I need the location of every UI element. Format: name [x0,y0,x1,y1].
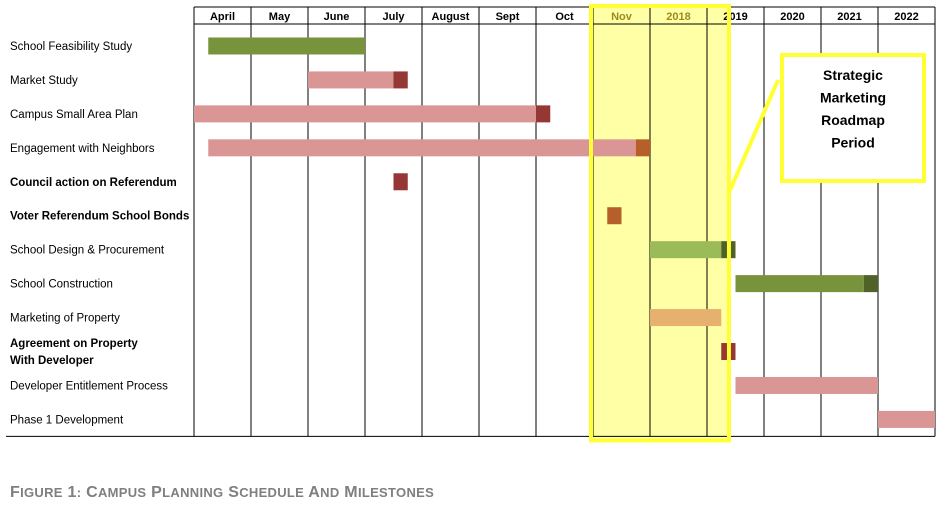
column-header: Oct [555,11,574,23]
column-header: April [210,11,235,23]
task-label: Phase 1 Development [10,414,124,426]
gantt-bar [393,71,408,89]
gantt-bar [194,105,536,123]
callout-text-line: Strategic [823,67,883,83]
column-header: June [324,11,350,23]
column-header: Sept [496,11,520,23]
gantt-bar [650,309,722,327]
gantt-bar [635,139,650,157]
figure-caption-title: CAMPUS PLANNING SCHEDULE AND MILESTONES [86,484,435,501]
column-header-row: April May June July August Sept Oct Nov 2018 2019… [210,11,919,23]
task-label: School Design & Procurement [10,245,165,257]
highlight-frame [589,4,731,443]
callout-connector [726,79,780,196]
gantt-chart: April May June July August Sept Oct Nov 2018 2019… [6,4,936,443]
gantt-bar [208,139,636,157]
callout-box [780,53,926,183]
highlight-frame-layer [589,4,731,443]
bar-layer [194,37,935,428]
task-label: Engagement with Neighbors [10,143,155,155]
column-header: May [269,11,291,23]
callout-text-line: Period [831,135,875,151]
task-label: Council action on Referendum [10,177,177,189]
gantt-bar [393,173,408,191]
gantt-bar [308,71,394,89]
column-header: Nov [611,11,633,23]
task-label: Market Study [10,75,78,87]
gantt-bar [863,275,878,293]
column-header: July [382,11,405,23]
gantt-bar [735,376,878,394]
gantt-bar [607,207,622,225]
gantt-bar [878,410,935,428]
strategic-callout: Strategic Marketing Roadmap Period [726,53,926,196]
task-label-column: School Feasibility Study Market Study Camp… [10,41,189,426]
column-header: August [432,11,470,23]
column-header: 2018 [666,11,690,23]
task-label: Campus Small Area Plan [10,109,138,121]
task-label: School Feasibility Study [10,41,132,53]
task-label: Voter Referendum School Bonds [10,211,189,223]
figure-caption-number: FIGURE 1: [10,484,82,501]
gantt-bar [735,275,864,293]
callout-text-line: Marketing [820,90,886,106]
task-label: Developer Entitlement Process [10,380,168,392]
gantt-bar [536,105,551,123]
column-header: 2020 [780,11,804,23]
callout-text-line: Roadmap [821,112,885,128]
column-header: 2021 [837,11,861,23]
figure-caption: FIGURE 1: CAMPUS PLANNING SCHEDULE AND M… [10,484,434,502]
task-label: Marketing of Property [10,313,120,325]
column-header: 2019 [723,11,747,23]
column-header: 2022 [894,11,918,23]
gantt-bar [208,37,365,55]
task-label: School Construction [10,279,113,291]
task-label: Agreement on Property With Developer [10,338,138,367]
gantt-bar [650,241,722,259]
